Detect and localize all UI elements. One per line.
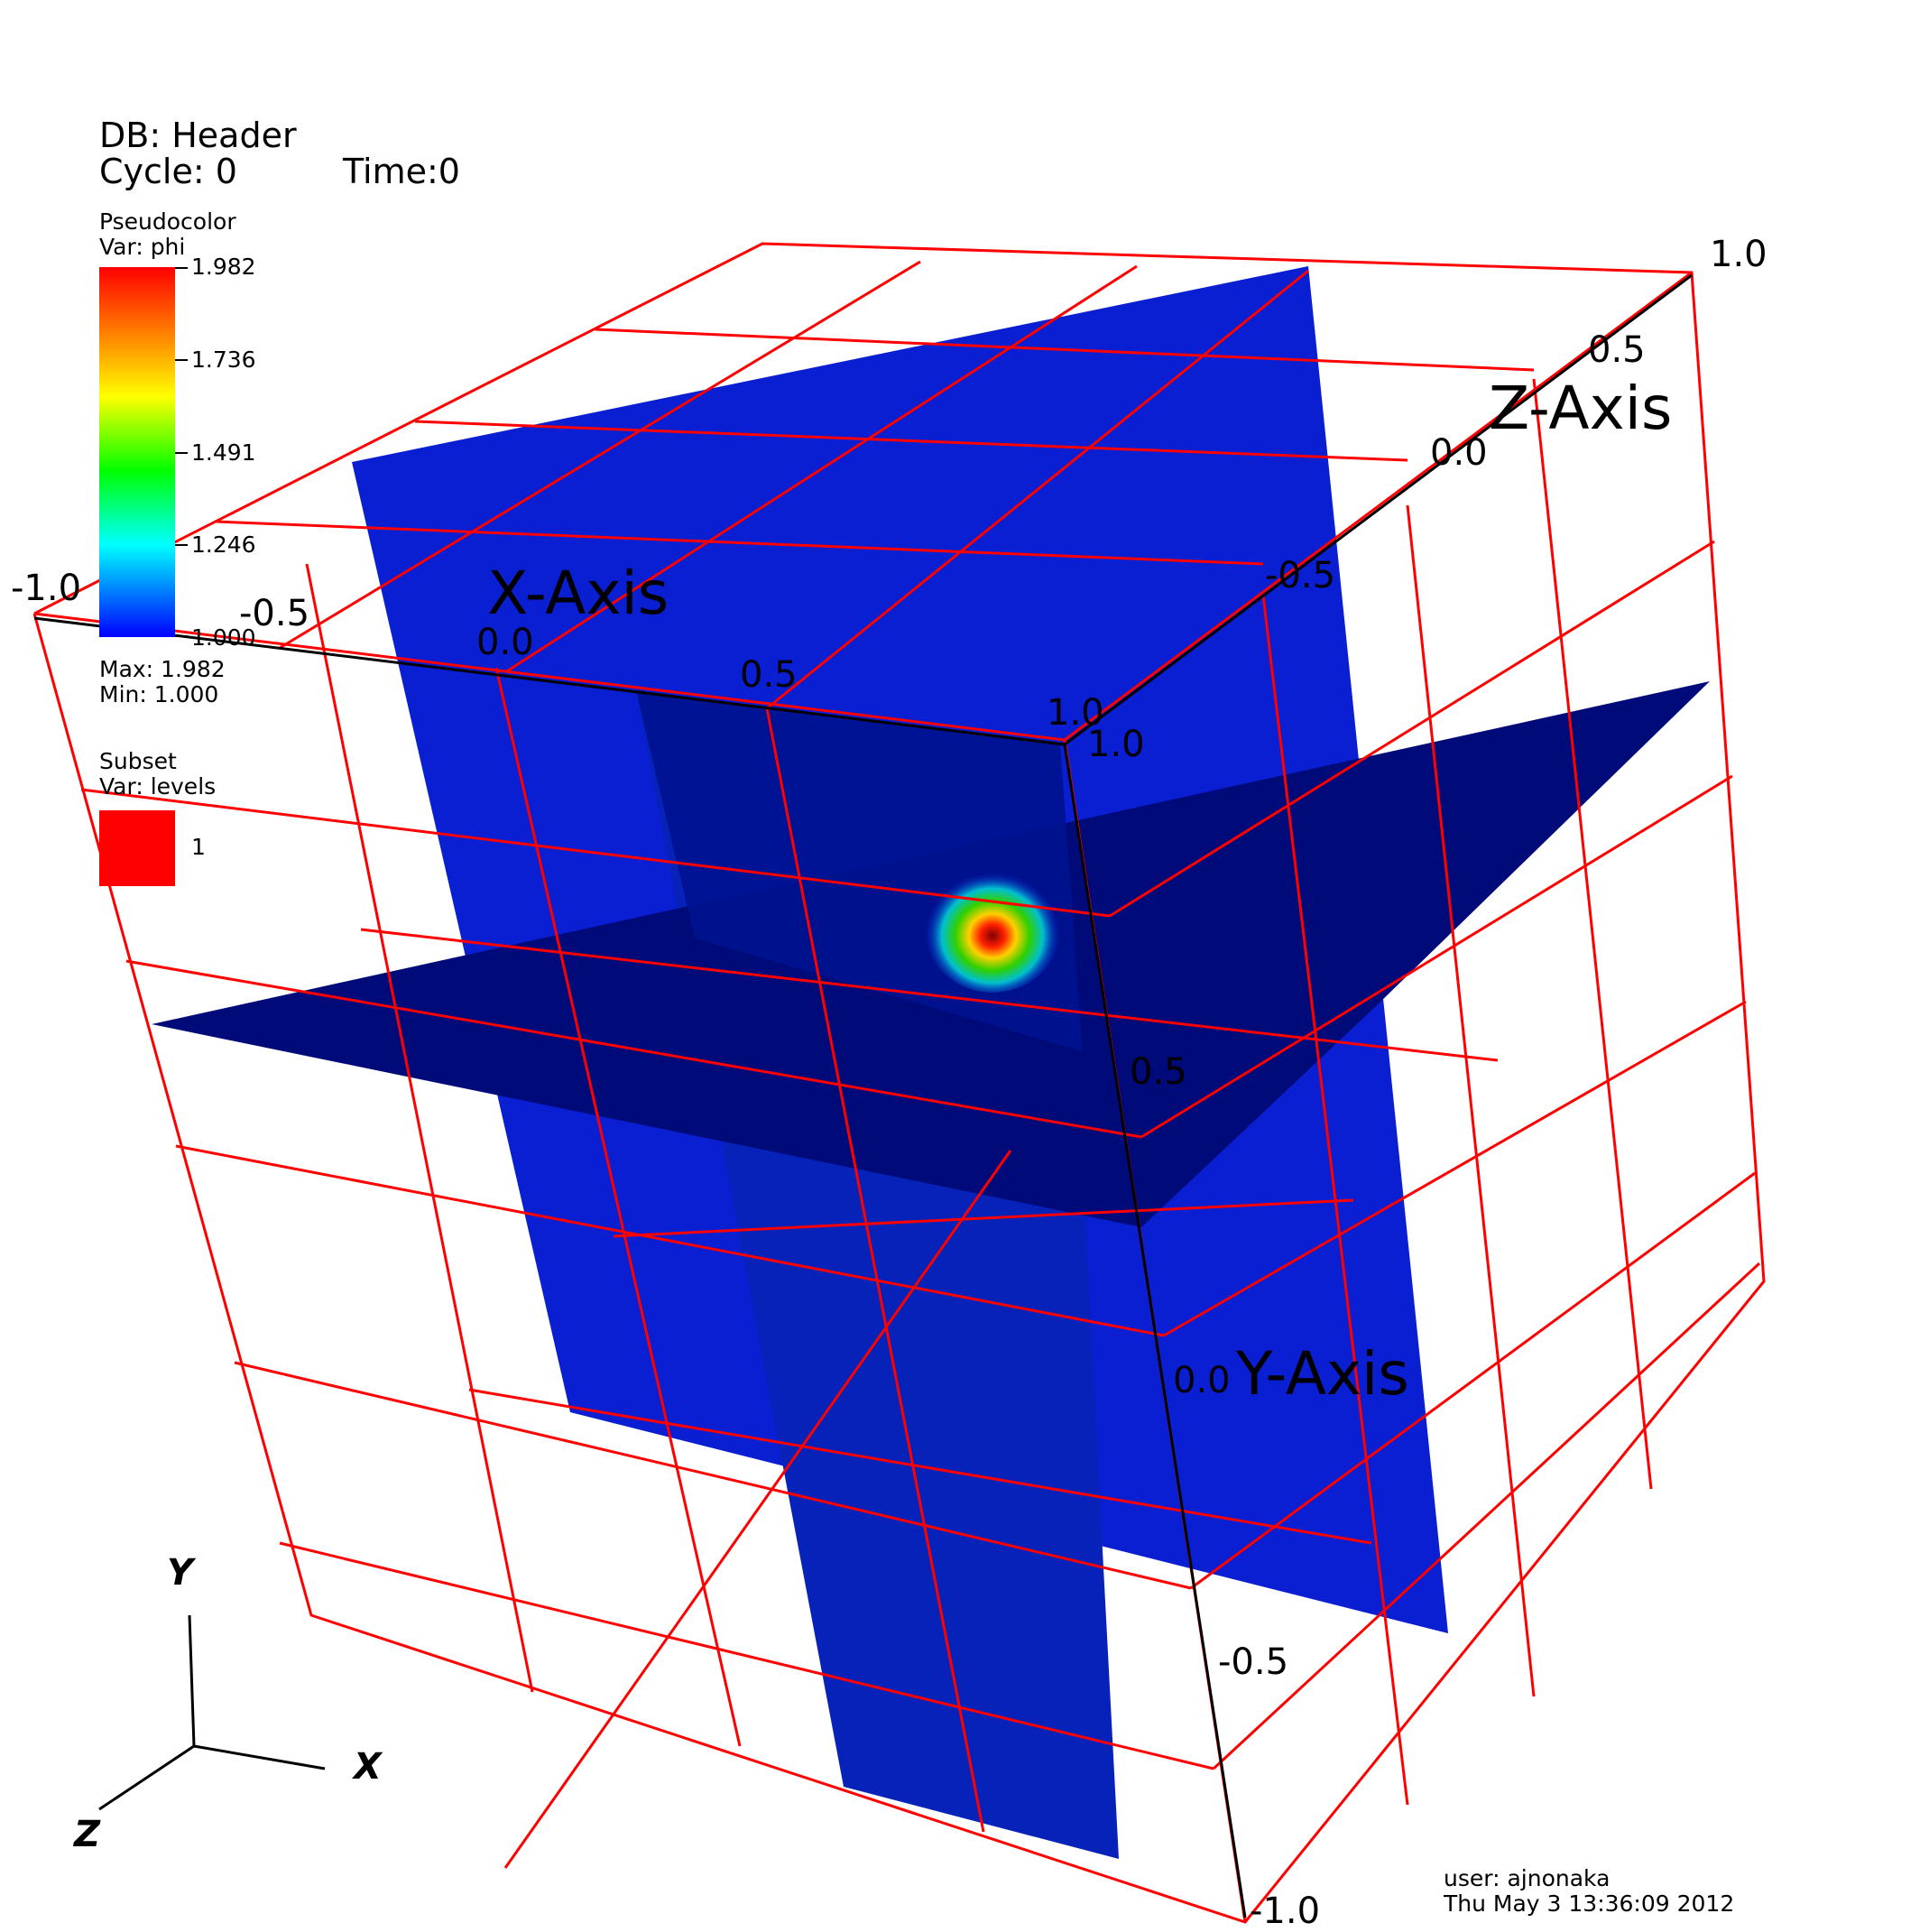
colorbar-tick <box>175 544 188 546</box>
axis-ticks <box>33 273 1693 1918</box>
x-tick-label: -1.0 <box>11 568 82 609</box>
x-axis-title: X-Axis <box>487 559 669 628</box>
z-tick-label: -0.5 <box>1265 555 1336 596</box>
phi-peak <box>925 866 1060 993</box>
mesh-lines <box>32 242 1766 1924</box>
colorbar-tick <box>175 635 188 637</box>
colorbar-tick <box>175 452 188 454</box>
z-tick-label: 1.0 <box>1710 234 1767 275</box>
z-axis-title: Z-Axis <box>1489 374 1673 443</box>
subset-title: Subset <box>99 748 177 774</box>
triad-x-label: X <box>354 1746 382 1788</box>
z-tick-label: 0.5 <box>1588 329 1646 371</box>
colorbar-tick-label: 1.491 <box>191 439 256 466</box>
triad-y-label: Y <box>167 1552 193 1594</box>
z-tick-label: 0.0 <box>1430 432 1488 474</box>
pseudocolor-title: Pseudocolor <box>99 208 236 235</box>
y-tick-label: 1.0 <box>1087 724 1145 765</box>
x-tick-label: 0.0 <box>476 622 534 663</box>
x-tick-label: 1.0 <box>1047 692 1104 734</box>
y-tick-label: 0.0 <box>1173 1360 1231 1401</box>
axis-triad <box>98 1614 326 1811</box>
user-label: user: ajnonaka <box>1444 1865 1611 1891</box>
y-axis-title: Y-Axis <box>1236 1339 1409 1409</box>
y-tick-label: 0.5 <box>1130 1051 1187 1093</box>
colorbar-tick-label: 1.000 <box>191 624 256 651</box>
pseudocolor-colorbar <box>99 267 175 637</box>
colorbar-tick-label: 1.982 <box>191 254 256 280</box>
subset-var: Var: levels <box>99 773 217 800</box>
db-label: DB: Header <box>99 116 297 155</box>
pseudocolor-var: Var: phi <box>99 234 186 260</box>
colorbar-tick-label: 1.736 <box>191 347 256 373</box>
y-tick-label: -1.0 <box>1250 1890 1321 1932</box>
x-tick-label: 0.5 <box>740 654 798 696</box>
subset-swatch <box>99 810 175 886</box>
colorbar-tick <box>175 359 188 361</box>
subset-entry: 1 <box>191 834 206 860</box>
y-tick-label: -0.5 <box>1218 1641 1289 1683</box>
time-label: Time:0 <box>343 152 460 191</box>
x-tick-label: -0.5 <box>239 593 310 634</box>
triad-z-label: Z <box>74 1814 101 1855</box>
pseudocolor-min: Min: 1.000 <box>99 681 219 707</box>
date-label: Thu May 3 13:36:09 2012 <box>1444 1890 1735 1917</box>
colorbar-tick <box>175 267 188 269</box>
colorbar-tick-label: 1.246 <box>191 532 256 558</box>
pseudocolor-max: Max: 1.982 <box>99 656 226 682</box>
cycle-label: Cycle: 0 <box>99 152 237 191</box>
